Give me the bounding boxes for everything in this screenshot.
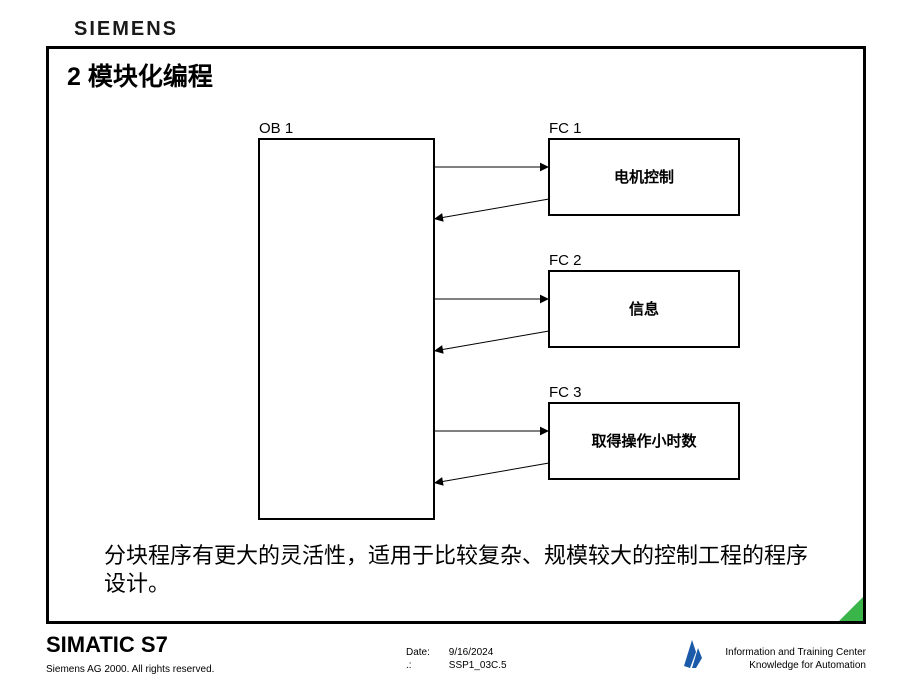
svg-text:OB 1: OB 1 — [259, 120, 293, 137]
svg-text:取得操作小时数: 取得操作小时数 — [591, 432, 697, 450]
footer-date-value: 9/16/2024 — [449, 647, 494, 658]
svg-text:信息: 信息 — [629, 300, 659, 318]
svg-text:FC 2: FC 2 — [549, 252, 582, 269]
slide-title: 2 模块化编程 — [67, 57, 213, 93]
footer-product: SIMATIC S7 — [46, 632, 168, 658]
svg-text:电机控制: 电机控制 — [614, 168, 674, 186]
footer-ref-value: SSP1_03C.5 — [449, 660, 507, 671]
block-diagram: OB 1 FC 1 电机控制 FC 2 信息 FC 3 取得操作小时数 — [199, 119, 759, 539]
slide-frame: 2 模块化编程 OB 1 FC 1 电机控制 FC 2 信息 FC 3 取得操作小时数 分块… — [46, 46, 866, 624]
footer-right-line2: Knowledge for Automation — [725, 659, 866, 672]
footer: SIMATIC S7 Siemens AG 2000. All rights r… — [46, 628, 866, 688]
footer-right-block: Information and Training Center Knowledg… — [725, 646, 866, 672]
footer-copyright: Siemens AG 2000. All rights reserved. — [46, 664, 214, 675]
slide-footnote: 分块程序有更大的灵活性，适用于比较复杂、规模较大的控制工程的程序设计。 — [104, 542, 824, 597]
corner-triangle-icon — [839, 597, 863, 621]
brand-logo-text: SIEMENS — [74, 18, 178, 41]
footer-meta: Date: 9/16/2024 .: SSP1_03C.5 — [406, 646, 507, 672]
footer-ref-label: .: — [406, 659, 446, 672]
svg-text:FC 1: FC 1 — [549, 120, 582, 137]
footer-date-label: Date: — [406, 646, 446, 659]
svg-text:FC 3: FC 3 — [549, 384, 582, 401]
footer-logo-icon — [678, 638, 706, 670]
footer-right-line1: Information and Training Center — [725, 646, 866, 659]
